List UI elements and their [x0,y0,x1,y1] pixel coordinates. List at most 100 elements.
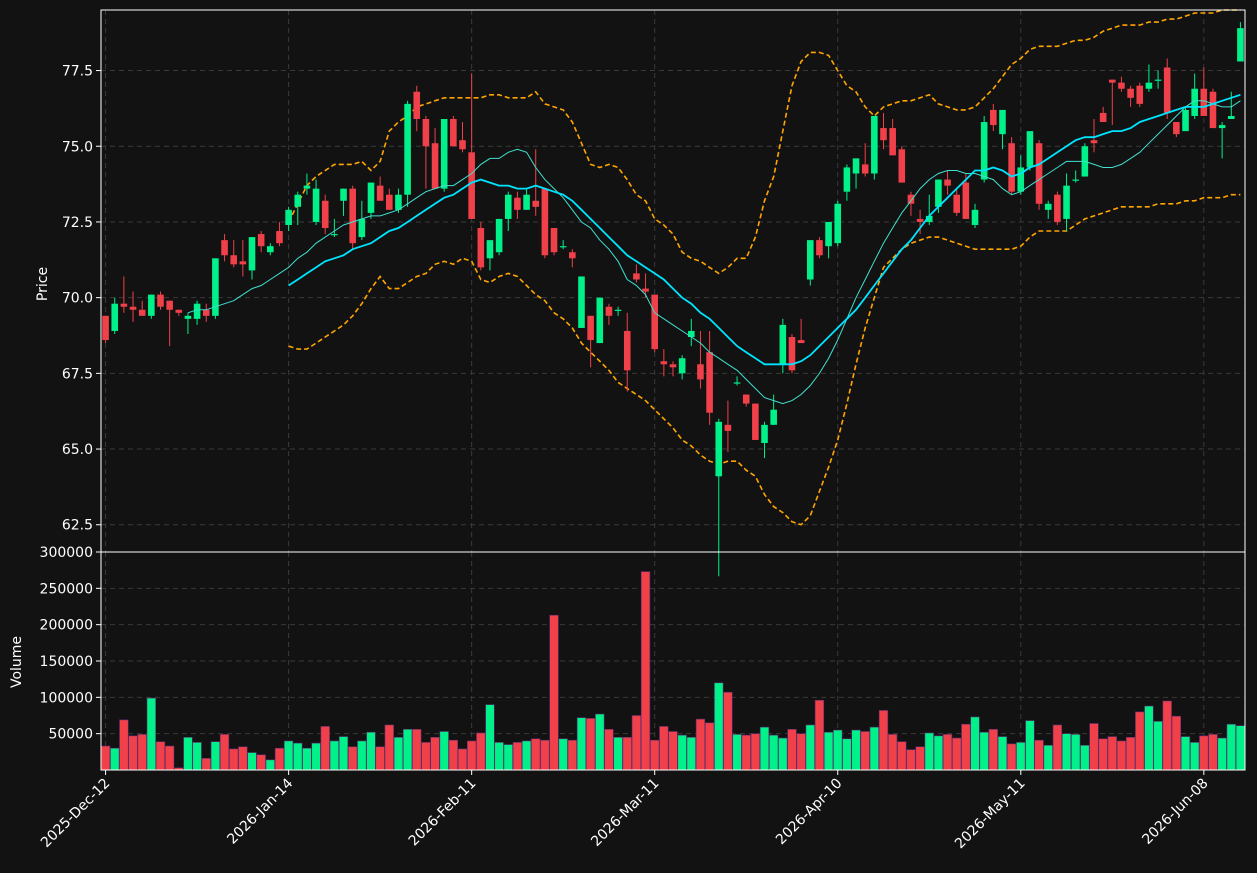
candle-body [825,221,832,247]
volume-bar [906,749,916,771]
volume-axis-label: Volume [9,636,25,688]
candle-body [367,182,375,213]
candle-body [157,294,164,307]
volume-bar [521,740,532,771]
candle-body [1035,143,1043,204]
volume-bar [631,715,642,771]
volume-bar [219,734,230,771]
candle-body [431,143,439,189]
volume-bar [1107,736,1117,771]
candle-body [1218,125,1226,129]
volume-bar [1098,738,1108,771]
volume-bar [540,739,550,771]
price-tick-label: 77.5 [62,64,93,80]
candle-body [559,246,567,248]
candle-body [990,109,997,126]
volume-bar [1052,724,1063,771]
candle-body [212,258,219,316]
candle-body [321,200,329,229]
candle-body [1237,28,1244,62]
candle-body [1026,131,1034,168]
volume-bar [412,729,422,771]
candle-body [248,237,256,271]
candle-body [843,167,851,192]
candle-body [715,421,723,477]
candle-body [916,218,924,222]
volume-bar [924,732,934,771]
volume-bar [860,731,870,771]
volume-bar [1217,737,1227,771]
bollinger-bands [287,9,1241,526]
candle-body [999,109,1006,135]
volume-bar [558,738,568,771]
candle-body [257,234,265,247]
candle-body [459,140,466,150]
volume-bar [183,736,193,771]
volume-bar [338,736,349,771]
candle-body [111,303,119,331]
candle-body [532,200,540,207]
volume-bar [320,726,330,771]
candle-body [1054,194,1061,222]
price-axis-label: Price [35,267,51,301]
volume-bar [668,731,678,771]
volume-bar [531,738,541,771]
volume-bar [741,734,751,771]
candle-body [678,358,686,374]
candle-body [1173,122,1180,135]
candle-body [358,218,366,238]
volume-bar [805,724,815,771]
candle-body [614,309,622,311]
candle-body [1145,82,1153,89]
volume-tick-label: 250000 [40,581,93,597]
candle-body [889,128,896,156]
fast-moving-average-line [187,100,1241,405]
candle-body [1008,143,1015,192]
candle-body [486,240,494,259]
slow-moving-average-line [288,93,1241,366]
candle-body [202,309,210,316]
moving-averages [187,93,1241,405]
candle-body [797,340,805,344]
candle-body [349,188,356,244]
candle-body [834,203,842,244]
candle-body [422,119,430,147]
volume-bar [704,722,715,771]
candle-body [861,164,869,174]
volume-bar [375,746,385,771]
candle-body [1136,85,1144,104]
candle-body [880,128,887,141]
volume-bar [1135,711,1145,771]
volume-bar [823,731,834,771]
volume-bar [229,748,239,771]
candle-body [276,231,283,244]
candle-body [303,185,311,189]
candle-body [1191,88,1198,116]
volume-bar [1171,715,1182,771]
volume-bar [833,729,843,771]
candle-body [523,194,530,210]
candle-body [184,315,192,319]
candle-body [1127,88,1134,98]
volume-bar [759,726,770,771]
candle-body [267,246,274,253]
volume-bar [402,729,413,771]
volume-bar [970,716,980,771]
volume-bar [613,736,623,771]
volume-bar [164,745,175,771]
volume-bar [915,746,925,771]
volume-bar [503,744,513,771]
volume-bar [265,759,275,771]
candle-body [404,103,411,195]
candle-body [806,240,814,280]
price-tick-label: 70.0 [62,291,93,307]
candle-body [1163,67,1171,113]
volume-bar [439,731,449,771]
volume-tick-label: 150000 [40,654,93,670]
volume-bar [457,748,468,771]
candle-body [980,122,988,180]
candle-body [944,179,951,186]
volume-bar [274,747,285,771]
volume-bar [201,758,211,771]
